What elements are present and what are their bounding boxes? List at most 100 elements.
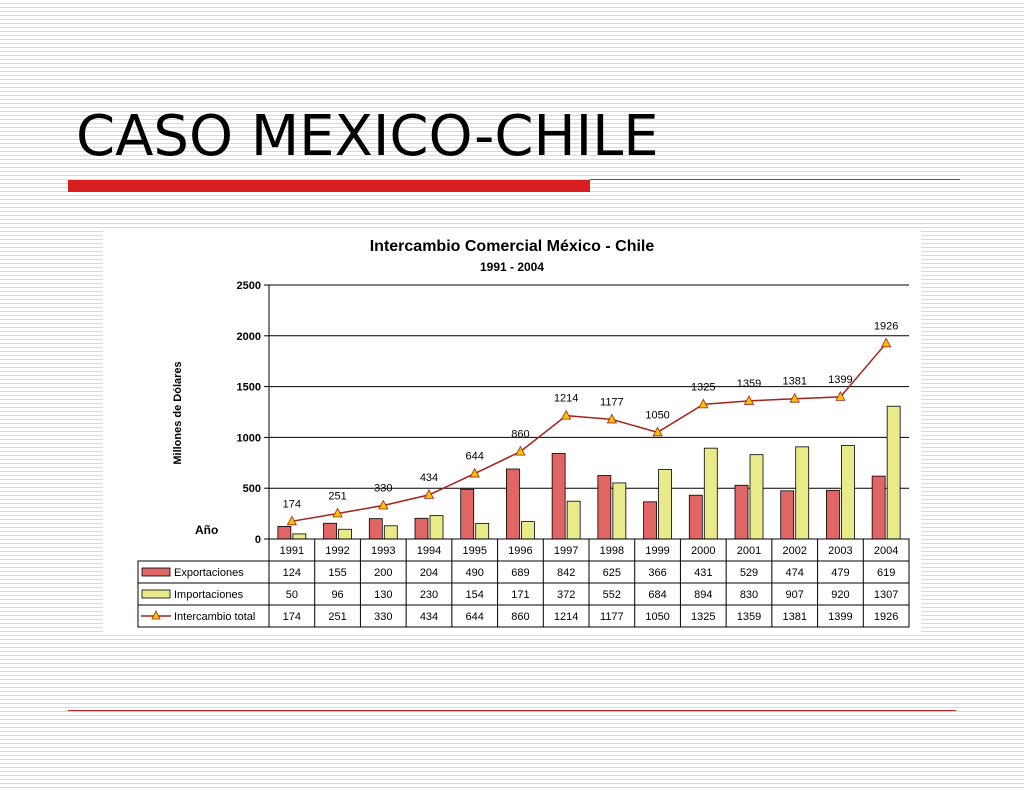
bar-exportaciones	[597, 475, 612, 540]
table-cell: 96	[331, 589, 343, 601]
bar-exportaciones	[734, 484, 749, 540]
category-label: 1991	[280, 545, 304, 557]
table-cell: 431	[694, 567, 712, 579]
table-cell: 372	[557, 589, 575, 601]
category-label: 2004	[874, 545, 898, 557]
legend-label: Importaciones	[174, 589, 244, 601]
table-cell: 894	[694, 589, 712, 601]
data-label-total: 1399	[828, 374, 852, 386]
bar-importaciones	[658, 469, 672, 540]
data-label-total: 860	[511, 429, 529, 441]
title-underline-bar	[68, 180, 590, 192]
total-line	[286, 337, 892, 526]
category-label: 1993	[371, 545, 395, 557]
data-table: 1991 1992 1993 1994 1995 1996 1997 1998 1999 2000…	[137, 538, 910, 628]
legend-key-exportaciones	[141, 567, 171, 577]
table-cell: 124	[283, 567, 301, 579]
table-cell: 366	[648, 567, 666, 579]
category-label: 1992	[325, 545, 349, 557]
category-label: 2003	[828, 545, 852, 557]
data-label-total: 1381	[782, 376, 806, 388]
y-tick-label: 0	[255, 534, 261, 546]
table-cell: 200	[374, 567, 392, 579]
bar-importaciones	[795, 446, 810, 540]
data-label-total: 251	[328, 490, 346, 502]
bar-exportaciones	[323, 522, 337, 540]
table-cell: 1926	[874, 611, 898, 623]
bar-exportaciones	[506, 468, 520, 540]
bar-importaciones	[703, 447, 718, 540]
table-cell: 907	[786, 589, 804, 601]
bar-importaciones	[521, 521, 535, 540]
slide-title: CASO MEXICO-CHILE	[76, 104, 659, 169]
bar-importaciones	[612, 482, 627, 540]
title-underline-thin	[590, 179, 960, 180]
table-cell: 1050	[645, 611, 669, 623]
y-tick-label: 2000	[237, 331, 261, 343]
table-body	[137, 560, 910, 628]
y-tick-labels: 0 500 1000 1500 2000 2500	[237, 280, 261, 546]
table-cell: 474	[786, 567, 804, 579]
table-cell: 479	[831, 567, 849, 579]
category-label: 1995	[462, 545, 486, 557]
table-cell: 174	[283, 611, 301, 623]
marker-intercambio-total	[560, 409, 572, 420]
chart-title: Intercambio Comercial México - Chile	[370, 238, 655, 255]
data-label-total: 644	[466, 451, 484, 463]
marker-intercambio-total	[469, 467, 480, 478]
chart-panel: Intercambio Comercial México - Chile 199…	[103, 228, 921, 632]
bar-importaciones	[566, 500, 581, 540]
bar-exportaciones	[551, 453, 566, 540]
bar-exportaciones	[277, 526, 292, 540]
bar-importaciones	[841, 445, 855, 540]
y-tick-label: 1000	[237, 432, 261, 444]
marker-intercambio-total	[743, 395, 755, 405]
table-cell: 1325	[691, 611, 715, 623]
table-cell: 1307	[874, 589, 898, 601]
data-label-total: 1177	[600, 396, 624, 408]
legend-label: Exportaciones	[174, 567, 244, 579]
table-cell: 619	[877, 567, 895, 579]
category-label: 2002	[782, 545, 806, 557]
legend-label: Intercambio total	[174, 611, 255, 623]
category-label: 2001	[737, 545, 761, 557]
y-tick-label: 1500	[237, 382, 261, 394]
data-labels: 174 251 330 434 644 860 1214 1177 1050 1325 1359 13…	[283, 320, 899, 510]
bar-importaciones	[338, 528, 352, 540]
data-label-total: 434	[420, 472, 438, 484]
marker-intercambio-total	[880, 337, 892, 348]
bar-exportaciones	[414, 517, 429, 540]
table-cell: 1399	[828, 611, 852, 623]
table-cell: 434	[420, 611, 438, 623]
table-cell: 842	[557, 567, 575, 579]
y-tick-label: 500	[243, 483, 261, 495]
marker-intercambio-total	[378, 499, 389, 510]
marker-intercambio-total	[515, 445, 526, 456]
data-label-total: 1359	[737, 378, 761, 390]
data-label-total: 1325	[691, 381, 715, 393]
table-cell: 171	[511, 589, 529, 601]
bar-exportaciones	[368, 518, 383, 540]
bar-exportaciones	[826, 489, 840, 540]
data-label-total: 1214	[554, 393, 578, 405]
table-cell: 644	[466, 611, 484, 623]
category-label: 1994	[417, 545, 441, 557]
gridlines	[264, 284, 909, 540]
table-cell: 860	[511, 611, 529, 623]
table-cell: 552	[603, 589, 621, 601]
table-cell: 50	[286, 589, 298, 601]
bar-importaciones	[475, 522, 490, 540]
table-cell: 920	[831, 589, 849, 601]
table-cell: 230	[420, 589, 438, 601]
bar-importaciones	[383, 525, 398, 540]
marker-intercambio-total	[423, 489, 435, 499]
marker-intercambio-total	[835, 391, 846, 401]
bar-exportaciones	[871, 475, 886, 540]
chart: Intercambio Comercial México - Chile 199…	[137, 238, 910, 628]
chart-subtitle: 1991 - 2004	[480, 260, 544, 274]
bar-exportaciones	[643, 501, 657, 540]
table-cell: 1214	[554, 611, 578, 623]
table-cell: 529	[740, 567, 758, 579]
table-cell: 154	[466, 589, 484, 601]
bar-exportaciones	[460, 488, 475, 540]
